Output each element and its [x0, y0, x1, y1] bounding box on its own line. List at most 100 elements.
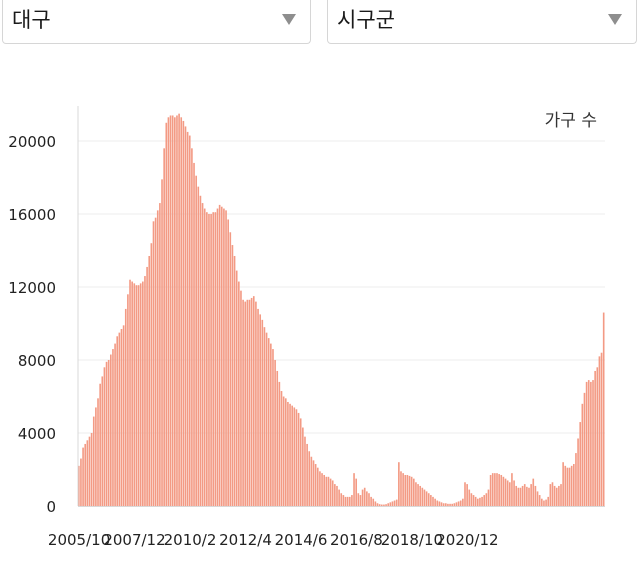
bar [302, 427, 304, 506]
bar [261, 319, 264, 506]
bar [223, 208, 225, 507]
bar [466, 484, 468, 506]
bar [406, 474, 409, 506]
bar [88, 436, 91, 506]
bar [579, 422, 582, 506]
bar [536, 491, 539, 506]
bar [494, 473, 496, 506]
bar [129, 279, 131, 506]
y-tick-label: 16000 [8, 206, 56, 224]
bar [197, 186, 200, 506]
bar [462, 498, 464, 506]
bar [144, 276, 146, 506]
bars [78, 113, 605, 507]
bar [319, 471, 321, 506]
bar [387, 503, 389, 506]
bar [280, 391, 283, 506]
bar [252, 296, 255, 506]
bar [513, 480, 515, 506]
bar [257, 308, 259, 506]
bar [344, 496, 347, 506]
bar [372, 498, 375, 506]
bar [348, 496, 351, 506]
bar [361, 489, 364, 506]
bar [193, 162, 195, 507]
bar [203, 208, 206, 507]
bar [359, 495, 362, 506]
bar [551, 482, 554, 506]
bar [186, 131, 189, 506]
x-tick-label: 2007/12 [103, 531, 165, 549]
bar [417, 484, 419, 506]
bar [274, 360, 276, 506]
bar [508, 482, 511, 506]
bar [82, 447, 84, 506]
bar [592, 380, 594, 506]
bar [242, 299, 244, 506]
bar [127, 294, 129, 506]
bar [423, 489, 426, 506]
bar [602, 312, 605, 506]
bar [385, 504, 387, 506]
bar [560, 484, 562, 506]
district-select-value: 시구군 [337, 8, 395, 32]
bar [476, 498, 479, 506]
bar [355, 478, 357, 506]
bar [191, 148, 193, 506]
bar [299, 418, 302, 506]
bar [455, 502, 458, 506]
bar [440, 502, 443, 506]
bar [590, 381, 592, 506]
bar [479, 497, 481, 506]
bar [201, 203, 204, 506]
bar [425, 491, 428, 506]
bar [444, 503, 447, 506]
district-select[interactable]: 시구군 [327, 0, 637, 44]
bar [573, 464, 575, 506]
bar [336, 485, 338, 506]
bar [244, 301, 247, 506]
bar [408, 475, 411, 506]
bar [530, 484, 532, 506]
x-tick-label: 2012/4 [219, 531, 272, 549]
bar [468, 489, 471, 506]
bar [472, 495, 475, 506]
bar [163, 148, 165, 506]
bar [400, 471, 402, 506]
bar [148, 255, 151, 506]
bar [517, 487, 520, 506]
bar [340, 493, 343, 506]
bar [188, 135, 191, 507]
bar [325, 476, 328, 506]
bar [457, 501, 460, 506]
bar [564, 465, 567, 506]
bar [398, 462, 400, 506]
bar [287, 401, 289, 506]
bar [380, 504, 383, 506]
bar [436, 500, 439, 506]
bar [519, 487, 522, 506]
bar [346, 496, 349, 506]
bar [545, 499, 547, 506]
bar [483, 495, 486, 506]
bar [389, 502, 392, 506]
bar [284, 398, 287, 506]
bar [267, 338, 270, 506]
bar [199, 195, 202, 506]
bar [334, 484, 336, 506]
bar [184, 126, 187, 507]
bar [511, 473, 513, 506]
bar [596, 367, 599, 506]
bar [231, 245, 234, 507]
bar [412, 478, 415, 506]
bar [489, 474, 492, 506]
bar [555, 487, 558, 506]
bar [304, 436, 306, 506]
bar [110, 354, 112, 506]
y-tick-label: 8000 [18, 352, 56, 370]
bar [351, 495, 353, 506]
bar [220, 206, 223, 506]
bar [410, 476, 413, 506]
bar [594, 370, 596, 506]
region-select[interactable]: 대구 [2, 0, 311, 44]
